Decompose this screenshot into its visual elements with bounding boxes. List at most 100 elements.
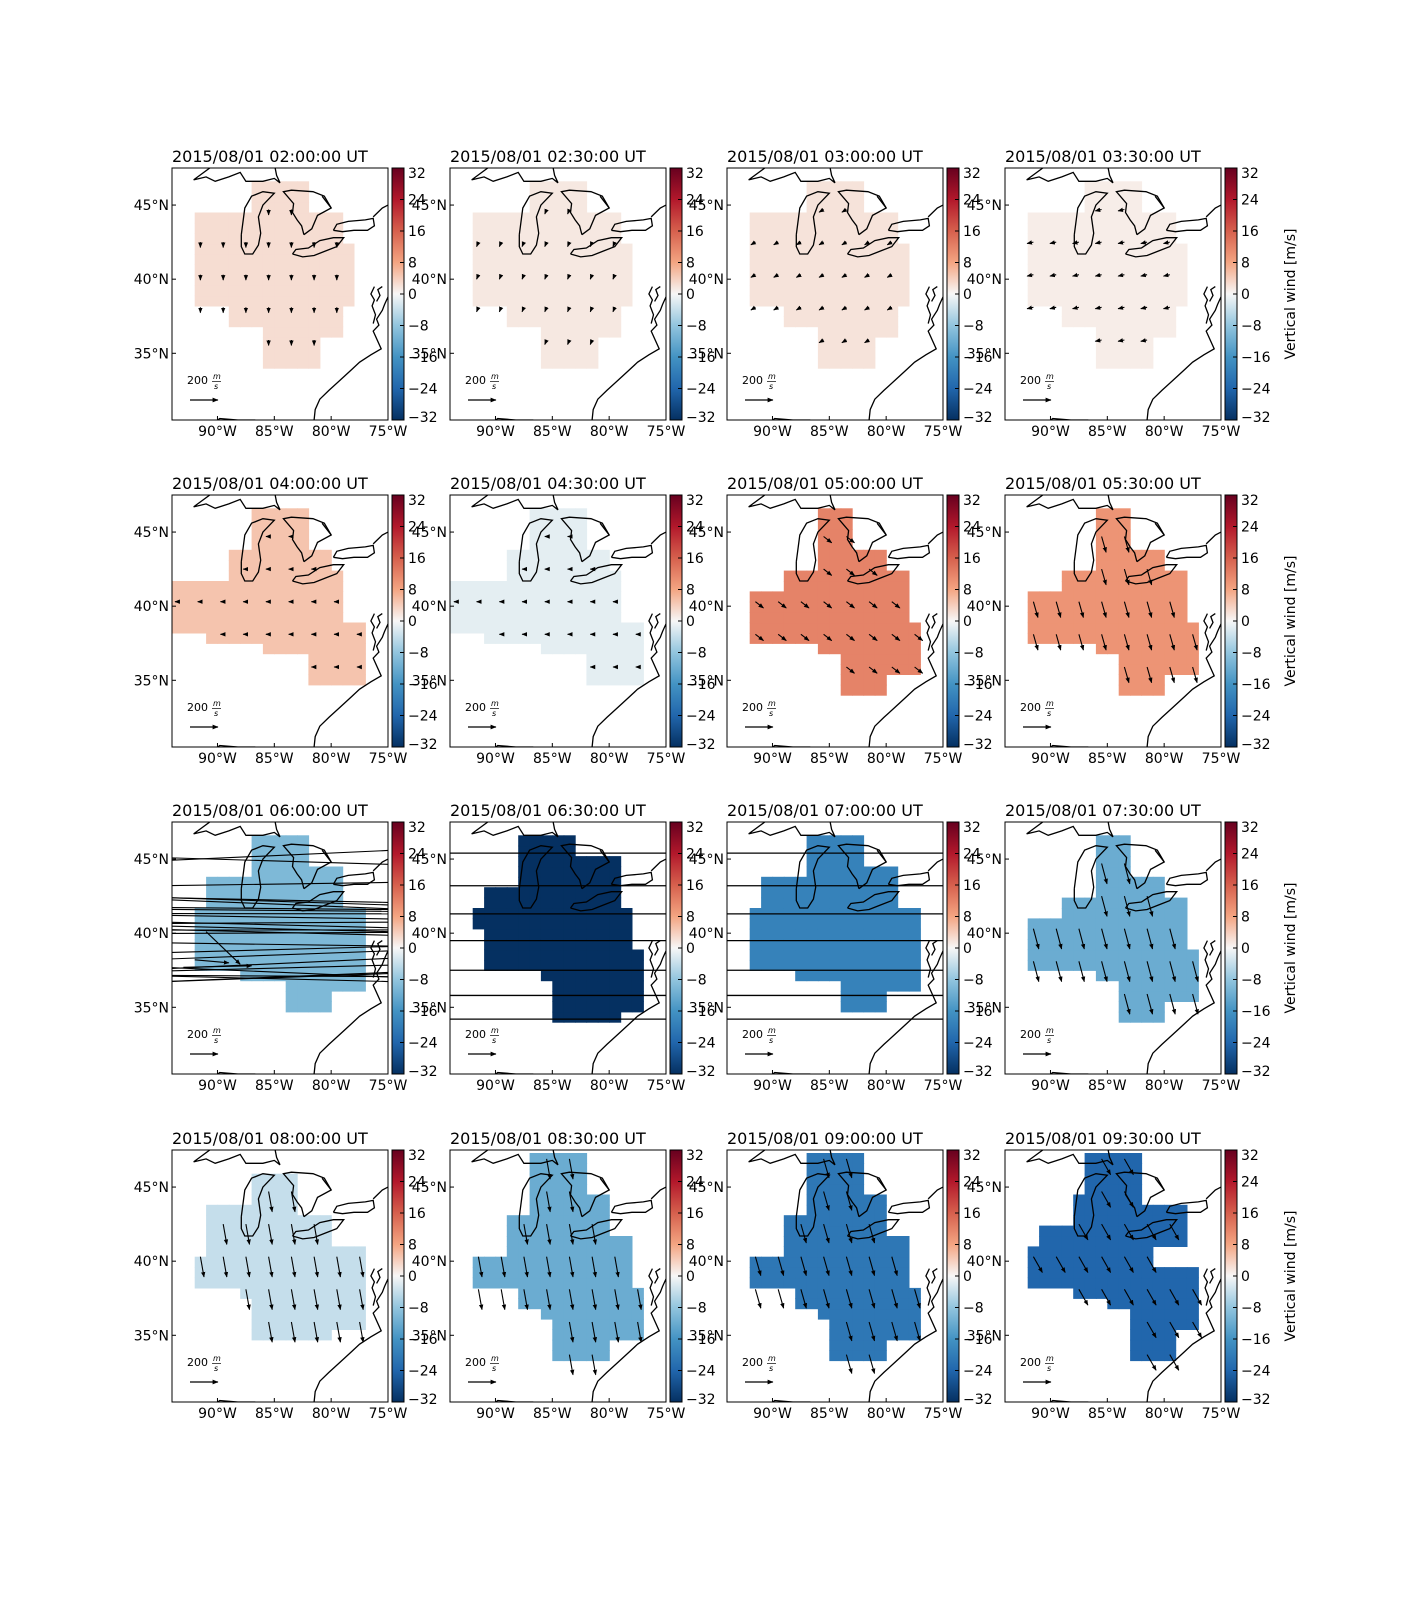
colorbar-tick-label: −24 xyxy=(686,1036,716,1052)
field-cell xyxy=(518,296,530,307)
field-cell xyxy=(1107,1215,1119,1226)
x-tick-label: 85°W xyxy=(810,424,849,440)
field-cell xyxy=(552,550,564,561)
colorbar-tick-label: −24 xyxy=(963,709,993,725)
field-cell xyxy=(286,591,298,602)
field-cell xyxy=(263,877,275,888)
field-cell xyxy=(1107,602,1119,613)
field-cell xyxy=(343,623,355,634)
field-cell xyxy=(586,633,598,644)
field-cell xyxy=(530,254,542,265)
coastline-segment xyxy=(322,1178,331,1190)
field-cell xyxy=(1176,612,1188,623)
field-cell xyxy=(1119,202,1131,213)
field-cell xyxy=(274,275,286,286)
field-cell xyxy=(218,591,230,602)
field-cell xyxy=(1153,1288,1165,1299)
field-cell xyxy=(1130,1012,1142,1023)
field-cell xyxy=(552,960,564,971)
field-cell xyxy=(875,264,887,275)
field-cell xyxy=(586,347,598,358)
field-cell xyxy=(1062,950,1074,961)
field-cell xyxy=(875,327,887,338)
field-cell xyxy=(598,950,610,961)
field-cell xyxy=(1153,1319,1165,1330)
field-cell xyxy=(1141,550,1153,561)
field-cell xyxy=(875,1278,887,1289)
field-cell xyxy=(1062,1257,1074,1268)
field-cell xyxy=(886,960,898,971)
vertical-wind-field xyxy=(750,835,921,1012)
field-cell xyxy=(575,529,587,540)
scale-arrow-label: 200 xyxy=(187,701,208,714)
field-cell xyxy=(841,1309,853,1320)
field-cell xyxy=(598,1257,610,1268)
colorbar-tick-label: 32 xyxy=(1241,166,1259,182)
field-cell xyxy=(1062,285,1074,296)
field-cell xyxy=(829,296,841,307)
field-cell xyxy=(1119,1246,1131,1257)
field-cell xyxy=(575,960,587,971)
field-cell xyxy=(274,327,286,338)
field-cell xyxy=(829,560,841,571)
coastline-segment xyxy=(649,287,654,324)
field-cell xyxy=(530,560,542,571)
colorbar-tick-label: 16 xyxy=(1241,551,1259,567)
field-cell xyxy=(552,1257,564,1268)
field-cell xyxy=(206,887,218,898)
field-cell xyxy=(875,306,887,317)
field-cell xyxy=(1062,1278,1074,1289)
field-cell xyxy=(530,1288,542,1299)
field-cell xyxy=(206,1205,218,1216)
field-cell xyxy=(898,1267,910,1278)
field-cell xyxy=(331,1309,343,1320)
field-cell xyxy=(507,591,519,602)
field-cell xyxy=(1028,1246,1040,1257)
field-cell xyxy=(320,867,332,878)
coastline-segment xyxy=(322,523,331,535)
field-cell xyxy=(564,550,576,561)
field-cell xyxy=(841,654,853,665)
field-cell xyxy=(343,1278,355,1289)
field-cell xyxy=(1107,275,1119,286)
field-cell xyxy=(552,275,564,286)
wind-arrow xyxy=(477,307,479,312)
coastline-segment xyxy=(932,1269,938,1284)
field-cell xyxy=(621,1298,633,1309)
field-cell xyxy=(1153,970,1165,981)
wind-arrow xyxy=(478,1289,482,1309)
field-cell xyxy=(518,254,530,265)
field-cell xyxy=(586,296,598,307)
field-cell xyxy=(286,1267,298,1278)
field-cell xyxy=(229,233,241,244)
field-cell xyxy=(586,1267,598,1278)
field-cell xyxy=(564,275,576,286)
field-cell xyxy=(541,1236,553,1247)
field-cell xyxy=(218,254,230,265)
y-tick-label: 35°N xyxy=(689,346,724,362)
field-cell xyxy=(598,1329,610,1340)
field-cell xyxy=(1107,358,1119,369)
field-cell xyxy=(263,898,275,909)
field-cell xyxy=(807,264,819,275)
field-cell xyxy=(829,1298,841,1309)
field-cell xyxy=(343,981,355,992)
field-cell xyxy=(784,1246,796,1257)
field-cell xyxy=(841,643,853,654)
field-cell xyxy=(274,560,286,571)
field-cell xyxy=(598,306,610,317)
field-cell xyxy=(898,1257,910,1268)
field-cell xyxy=(575,519,587,530)
scale-arrow-unit-num: m xyxy=(768,1026,776,1035)
field-cell xyxy=(206,285,218,296)
field-cell xyxy=(240,591,252,602)
y-tick-label: 40°N xyxy=(412,599,447,615)
field-cell xyxy=(530,296,542,307)
field-cell xyxy=(564,1267,576,1278)
field-cell xyxy=(829,1319,841,1330)
colorbar-tick-label: −24 xyxy=(963,1364,993,1380)
field-cell xyxy=(1164,327,1176,338)
field-cell xyxy=(1096,337,1108,348)
field-cell xyxy=(1085,1278,1097,1289)
